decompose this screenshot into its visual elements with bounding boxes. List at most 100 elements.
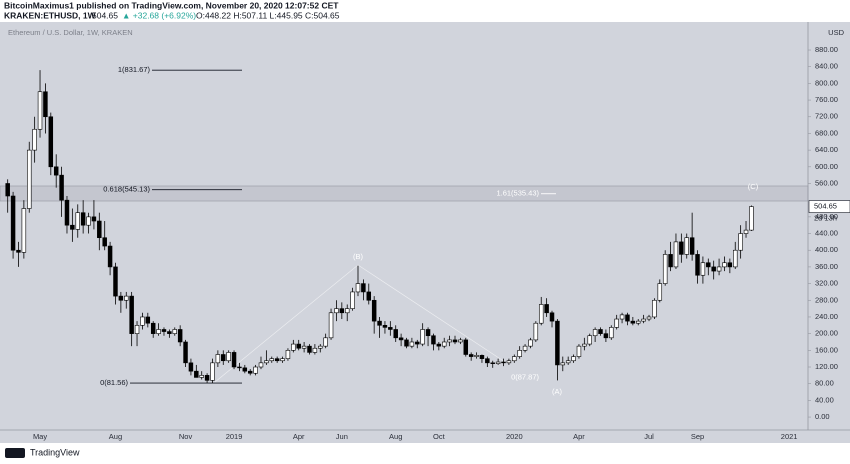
brand-logo	[5, 448, 25, 458]
candle-body	[398, 337, 404, 341]
header-bg	[0, 0, 850, 22]
candle-body	[614, 318, 619, 328]
candle-body	[538, 304, 544, 324]
candle-body	[382, 325, 388, 328]
candle-body	[307, 345, 312, 353]
candle-body	[183, 341, 188, 364]
candle-body	[27, 149, 32, 209]
candle-body	[673, 241, 679, 268]
candle-body	[258, 362, 264, 368]
candle-body	[124, 295, 129, 301]
wave-label: (A)	[552, 387, 563, 396]
candle-body	[91, 216, 97, 222]
countdown: 2d 13h	[814, 214, 837, 223]
y-tick-label: 240.00	[815, 312, 838, 321]
candle-body	[231, 352, 237, 368]
candle-body	[210, 362, 215, 381]
candle-body	[10, 195, 16, 251]
candle-body	[312, 347, 318, 353]
candle-body	[355, 283, 361, 293]
candle-body	[549, 312, 555, 322]
candle-body	[269, 358, 275, 362]
candle-body	[635, 320, 641, 324]
last-price: 504.65	[92, 10, 118, 20]
candle-body	[172, 329, 178, 334]
candle-body	[318, 345, 323, 349]
ohlc: O:448.22 H:507.11 L:445.95 C:504.65	[196, 10, 340, 20]
candle-body	[576, 345, 582, 357]
candle-body	[264, 360, 269, 364]
candle-body	[733, 249, 738, 268]
candle-body	[285, 350, 291, 359]
candle-body	[199, 375, 204, 378]
y-tick-label: 840.00	[815, 62, 838, 71]
candle-body	[598, 329, 603, 334]
candle-body	[377, 320, 382, 326]
y-tick-label: 560.00	[815, 178, 838, 187]
level-label: 0(81.56)	[100, 378, 128, 387]
candle-body	[296, 343, 301, 349]
candle-body	[657, 283, 663, 301]
x-tick-label: Aug	[389, 432, 402, 441]
candle-body	[431, 335, 436, 345]
candle-body	[738, 233, 743, 251]
candle-body	[280, 358, 285, 362]
candle-body	[544, 304, 549, 314]
candle-body	[107, 245, 113, 268]
candle-body	[490, 362, 495, 364]
publisher: BitcoinMaximus1 published on TradingView…	[4, 0, 339, 10]
candle-body	[706, 262, 711, 268]
candle-body	[366, 291, 372, 301]
y-tick-label: 280.00	[815, 295, 838, 304]
symbol: KRAKEN:ETHUSD, 1W	[4, 10, 97, 20]
y-tick-label: 800.00	[815, 78, 838, 87]
candle-body	[679, 241, 684, 255]
candle-body	[253, 366, 258, 374]
candle-body	[619, 314, 625, 320]
candle-body	[140, 316, 145, 326]
candle-body	[404, 339, 409, 347]
candle-body	[32, 128, 37, 151]
candle-body	[37, 91, 43, 130]
candle-body	[274, 358, 280, 362]
wave-line	[214, 264, 506, 383]
y-tick-label: 160.00	[815, 345, 838, 354]
x-tick-label: 2020	[506, 432, 523, 441]
candle-body	[603, 333, 609, 339]
candle-body	[21, 208, 27, 253]
candle-body	[350, 291, 355, 309]
candle-body	[420, 329, 425, 345]
candle-body	[291, 343, 296, 351]
candle-body	[609, 327, 614, 339]
x-tick-label: Jun	[336, 432, 348, 441]
price-tag	[808, 200, 850, 213]
candle-body	[64, 199, 70, 226]
candle-body	[97, 220, 102, 239]
candle-body	[722, 262, 727, 268]
candle-body	[43, 91, 48, 118]
wave-label: (C)	[748, 182, 759, 191]
candle-body	[334, 308, 339, 314]
candle-body	[129, 295, 134, 334]
brand: TradingView	[30, 447, 80, 457]
candle-body	[80, 212, 86, 226]
candle-body	[145, 316, 151, 324]
candle-body	[749, 206, 754, 231]
candle-body	[630, 320, 636, 324]
candle-body	[528, 339, 533, 347]
candle-body	[463, 339, 469, 355]
y-tick-label: 320.00	[815, 279, 838, 288]
chart-title: Ethereum / U.S. Dollar, 1W, KRAKEN	[8, 28, 133, 37]
candle-body	[668, 254, 673, 268]
candle-body	[522, 345, 528, 351]
candle-body	[458, 339, 463, 343]
level-label: 0(87.87)	[511, 372, 539, 381]
x-tick-label: Oct	[433, 432, 446, 441]
candle-body	[565, 360, 571, 364]
candle-body	[474, 355, 479, 357]
candle-body	[684, 237, 689, 255]
candle-body	[150, 322, 156, 334]
candle-body	[177, 329, 183, 343]
candle-body	[134, 325, 140, 334]
level-label: 1(831.67)	[118, 65, 151, 74]
